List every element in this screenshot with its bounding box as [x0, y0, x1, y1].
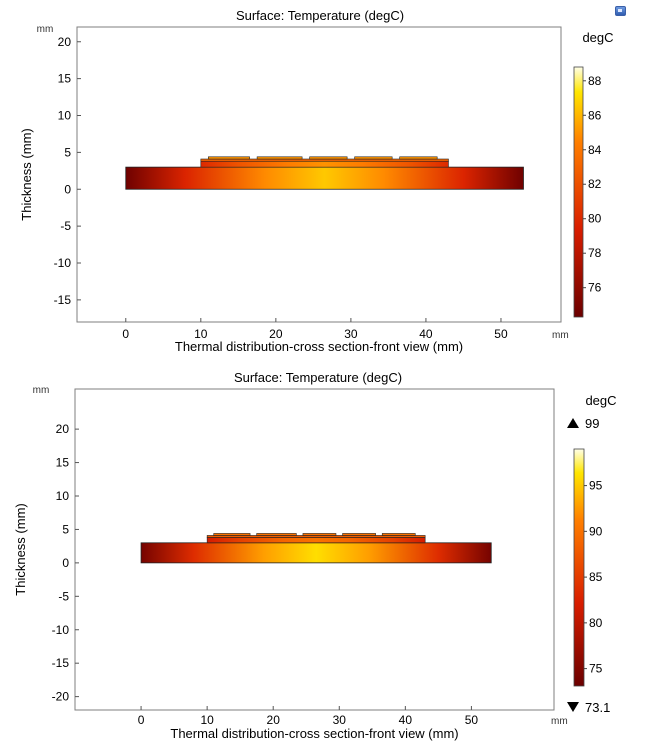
y-tick-label: 15: [56, 456, 70, 470]
top-plate-layer: [200, 158, 449, 162]
colorbar-tick-label: 85: [589, 570, 603, 584]
chip-pad: [381, 533, 416, 536]
x-tick-label: 30: [333, 713, 347, 727]
y-tick-label: 5: [62, 522, 69, 536]
y-tick-label: -10: [54, 256, 72, 270]
min-triangle-icon: [567, 702, 579, 712]
colorbar-min-label: 73.1: [585, 700, 610, 715]
colorbar-max-label: 99: [585, 416, 599, 431]
spreader-layer: [206, 537, 426, 544]
chart-title: Surface: Temperature (degC): [236, 8, 404, 23]
colorbar-tick-label: 90: [589, 524, 603, 538]
colorbar-tick-label: 84: [588, 143, 602, 157]
y-tick-label: -10: [52, 623, 70, 637]
colorbar: [573, 448, 585, 687]
chip-pad: [208, 156, 250, 160]
top-plate-layer: [206, 535, 426, 538]
y-axis-label: Thickness (mm): [13, 503, 28, 595]
colorbar-unit-label: degC: [585, 393, 616, 408]
colorbar: [573, 66, 584, 318]
y-axis-label: Thickness (mm): [19, 128, 34, 220]
y-tick-label: 0: [62, 556, 69, 570]
x-tick-label: 50: [465, 713, 479, 727]
plot-frame: [76, 26, 562, 323]
x-unit-label: mm: [552, 330, 569, 341]
y-unit-label: mm: [37, 24, 54, 35]
chip-pad: [309, 156, 348, 160]
y-tick-label: 5: [64, 145, 71, 159]
x-tick-label: 10: [194, 327, 208, 341]
colorbar-unit-label: degC: [582, 30, 613, 45]
max-triangle-icon: [567, 418, 579, 428]
x-unit-label: mm: [551, 716, 568, 727]
x-tick-label: 10: [200, 713, 214, 727]
substrate-layer: [125, 166, 524, 190]
colorbar-tick-label: 76: [588, 281, 602, 295]
substrate-layer: [140, 542, 492, 564]
y-tick-label: 10: [56, 489, 70, 503]
colorbar-tick-label: 80: [588, 212, 602, 226]
y-tick-label: 10: [58, 109, 72, 123]
y-tick-label: -5: [60, 219, 71, 233]
x-tick-label: 20: [269, 327, 283, 341]
y-unit-label: mm: [33, 385, 50, 396]
x-tick-label: 50: [494, 327, 508, 341]
chip-pad: [342, 533, 376, 536]
y-tick-label: 15: [58, 72, 72, 86]
spreader-layer: [200, 160, 449, 168]
y-tick-label: -20: [52, 690, 70, 704]
x-tick-label: 40: [419, 327, 433, 341]
x-tick-label: 30: [344, 327, 358, 341]
x-tick-label: 20: [267, 713, 281, 727]
x-axis-label: Thermal distribution-cross section-front…: [170, 726, 458, 741]
chip-pad: [302, 533, 337, 536]
window-icon[interactable]: [615, 6, 626, 16]
x-axis-label: Thermal distribution-cross section-front…: [175, 339, 463, 354]
chip-pad: [256, 533, 297, 536]
chart-title: Surface: Temperature (degC): [234, 370, 402, 385]
y-tick-label: -15: [54, 293, 72, 307]
chip-pad: [354, 156, 393, 160]
colorbar-tick-label: 75: [589, 662, 603, 676]
plot-frame: [74, 388, 555, 711]
y-tick-label: 20: [58, 35, 72, 49]
y-tick-label: 20: [56, 422, 70, 436]
chip-pad: [256, 156, 303, 160]
x-tick-label: 0: [138, 713, 145, 727]
colorbar-tick-label: 78: [588, 246, 602, 260]
colorbar-tick-label: 82: [588, 177, 602, 191]
chart-panel-1: Surface: Temperature (degC) mm mm 0 10 20 30 40…: [19, 8, 614, 354]
y-tick-label: 0: [64, 182, 71, 196]
chart-panel-2: Surface: Temperature (degC) mm mm 0 10 20 30 40…: [13, 370, 617, 741]
x-tick-label: 0: [122, 327, 129, 341]
chip-pad: [399, 156, 438, 160]
y-tick-label: -15: [52, 656, 70, 670]
x-tick-label: 40: [399, 713, 413, 727]
colorbar-tick-label: 80: [589, 616, 603, 630]
colorbar-tick-label: 88: [588, 74, 602, 88]
chip-pad: [213, 533, 251, 536]
colorbar-tick-label: 95: [589, 479, 603, 493]
y-tick-label: -5: [58, 589, 69, 603]
colorbar-tick-label: 86: [588, 108, 602, 122]
